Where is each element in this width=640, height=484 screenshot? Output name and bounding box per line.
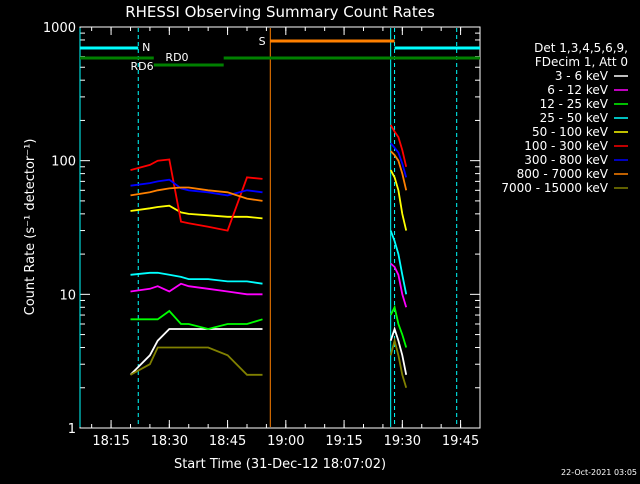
legend-label-8: 7000 - 15000 keV (501, 181, 608, 195)
y-tick-label-3: 1000 (43, 21, 76, 36)
x-axis-label: Start Time (31-Dec-12 18:07:02) (174, 457, 386, 472)
series-line-3-segment-2 (389, 230, 408, 295)
x-tick-label-4: 19:15 (325, 434, 362, 449)
legend-label-3: 25 - 50 keV (540, 111, 609, 125)
legend-header-0: Det 1,3,4,5,6,9, (534, 41, 628, 55)
series-line-4-segment-1 (130, 204, 263, 220)
plot-area: 18:15 18:30 18:45 19:00 19:15 19:30 19:45 1 10 10… (43, 21, 628, 449)
series-line-2-segment-2 (389, 304, 408, 348)
x-tick-label-1: 18:30 (151, 434, 188, 449)
x-tick-label-2: 18:45 (209, 434, 246, 449)
series-line-1-segment-2 (390, 262, 408, 308)
series-line-4-segment-2 (389, 169, 408, 231)
series-line-5-segment-1 (130, 158, 263, 232)
x-tick-label-5: 19:30 (384, 434, 421, 449)
series-line-1-segment-1 (130, 282, 263, 296)
series-line-8-segment-1 (130, 346, 263, 376)
legend-label-6: 300 - 800 keV (524, 153, 608, 167)
x-tick-label-3: 19:00 (267, 434, 304, 449)
flag-label-n: N (142, 41, 150, 54)
y-tick-label-1: 10 (59, 288, 76, 303)
legend-label-1: 6 - 12 keV (547, 83, 609, 97)
series-line-0-segment-1 (129, 328, 263, 376)
footer-date: 22-Oct-2021 03:05 (561, 468, 637, 477)
series-line-7-segment-1 (130, 186, 263, 202)
series-line-0-segment-2 (389, 326, 408, 375)
series-line-6-segment-1 (130, 178, 263, 197)
series-line-2-segment-1 (130, 309, 263, 330)
series-line-7-segment-2 (390, 150, 408, 191)
legend-header-1: FDecim 1, Att 0 (535, 55, 628, 69)
y-tick-label-2: 100 (51, 155, 76, 170)
x-tick-label-6: 19:45 (442, 434, 479, 449)
series-line-3-segment-1 (130, 271, 263, 285)
series-line-5-segment-2 (389, 124, 408, 168)
series-line-6-segment-2 (390, 142, 408, 178)
legend-label-2: 12 - 25 keV (540, 97, 609, 111)
plot-frame (79, 26, 481, 429)
chart-title: RHESSI Observing Summary Count Rates (125, 3, 435, 21)
series-line-8-segment-2 (389, 337, 408, 389)
flag-label-rd6: RD6 (130, 60, 153, 73)
flag-label-rd0: RD0 (165, 51, 188, 64)
legend-label-4: 50 - 100 keV (532, 125, 609, 139)
flag-label-s: S (259, 35, 266, 48)
x-tick-label-0: 18:15 (92, 434, 129, 449)
legend-label-7: 800 - 7000 keV (517, 167, 609, 181)
legend-label-5: 100 - 300 keV (524, 139, 608, 153)
y-axis-label: Count Rate (s⁻¹ detector⁻¹) (23, 139, 38, 316)
legend-label-0: 3 - 6 keV (555, 69, 609, 83)
y-tick-label-0: 1 (68, 422, 76, 437)
